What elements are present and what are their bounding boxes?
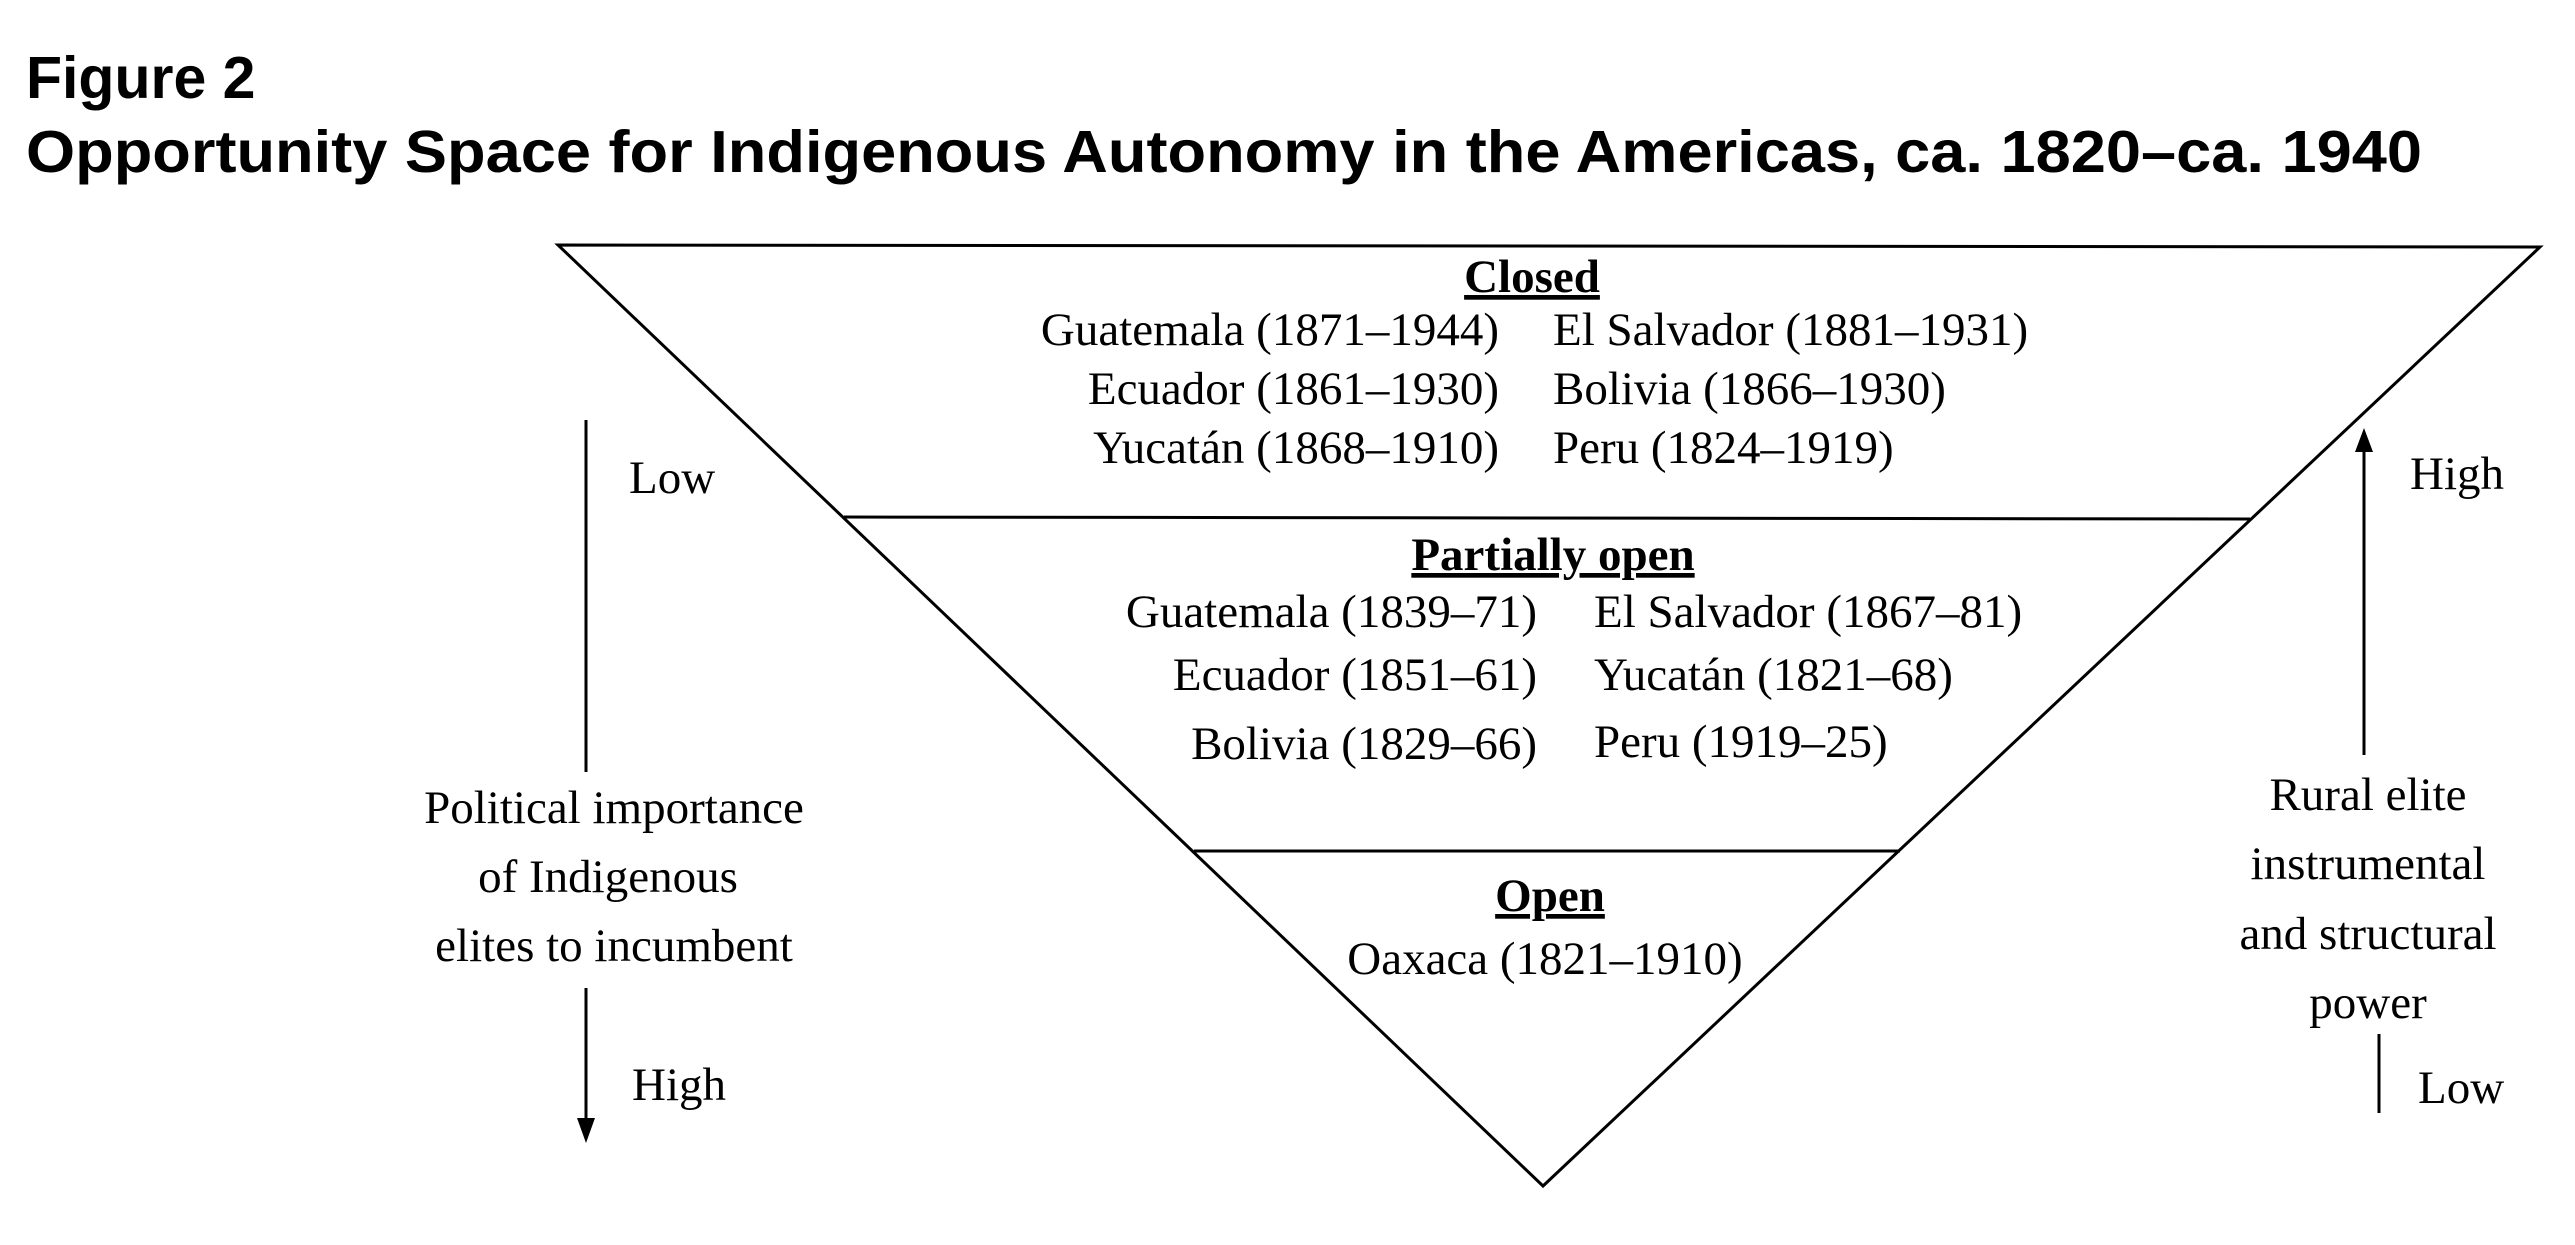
axis-label-line: Rural elite — [2269, 769, 2466, 821]
axis-label-line: elites to incumbent — [435, 920, 793, 972]
case-item: Ecuador (1861–1930) — [1088, 363, 1499, 415]
case-item: Peru (1824–1919) — [1553, 422, 1894, 474]
figure-label: Figure 2 — [26, 45, 256, 111]
case-item: Ecuador (1851–61) — [1173, 649, 1537, 701]
case-item: Oaxaca (1821–1910) — [1347, 933, 1742, 985]
axis-label-line: of Indigenous — [478, 851, 738, 903]
case-item: Bolivia (1866–1930) — [1553, 363, 1946, 415]
case-item: Guatemala (1839–71) — [1126, 586, 1537, 638]
axis-label-line: instrumental — [2251, 838, 2486, 890]
axis-label-line: power — [2309, 977, 2427, 1029]
axis-high-label: High — [2410, 448, 2504, 500]
arrow-down-icon — [577, 1118, 595, 1143]
case-item: El Salvador (1881–1931) — [1553, 304, 2028, 356]
axis-label-line: Political importance — [424, 782, 804, 834]
arrow-up-icon — [2355, 428, 2373, 452]
tier-partially-open: Partially open Guatemala (1839–71) Ecuad… — [1126, 529, 2022, 770]
right-axis: High Low Rural elite instrumental and st… — [2239, 428, 2504, 1114]
tier-divider-1 — [843, 515, 2251, 521]
left-axis: Low High Political importance of Indigen… — [424, 420, 804, 1143]
case-item: Yucatán (1821–68) — [1594, 649, 1953, 701]
axis-low-label: Low — [629, 452, 715, 504]
case-item: Peru (1919–25) — [1594, 716, 1888, 768]
tier-closed: Closed Guatemala (1871–1944) Ecuador (18… — [1041, 251, 2028, 474]
case-item: El Salvador (1867–81) — [1594, 586, 2022, 638]
tier-heading: Closed — [1464, 251, 1600, 303]
case-item: Yucatán (1868–1910) — [1093, 422, 1499, 474]
axis-label-line: and structural — [2239, 908, 2496, 960]
case-item: Guatemala (1871–1944) — [1041, 304, 1499, 356]
opportunity-triangle — [554, 243, 2544, 1189]
axis-high-label: High — [632, 1059, 726, 1111]
tier-heading: Partially open — [1411, 529, 1694, 581]
tier-open: Open Oaxaca (1821–1910) — [1347, 870, 1742, 985]
case-item: Bolivia (1829–66) — [1191, 718, 1537, 770]
figure-title: Opportunity Space for Indigenous Autonom… — [26, 119, 2422, 185]
axis-low-label: Low — [2418, 1062, 2504, 1114]
tier-heading: Open — [1495, 870, 1605, 922]
